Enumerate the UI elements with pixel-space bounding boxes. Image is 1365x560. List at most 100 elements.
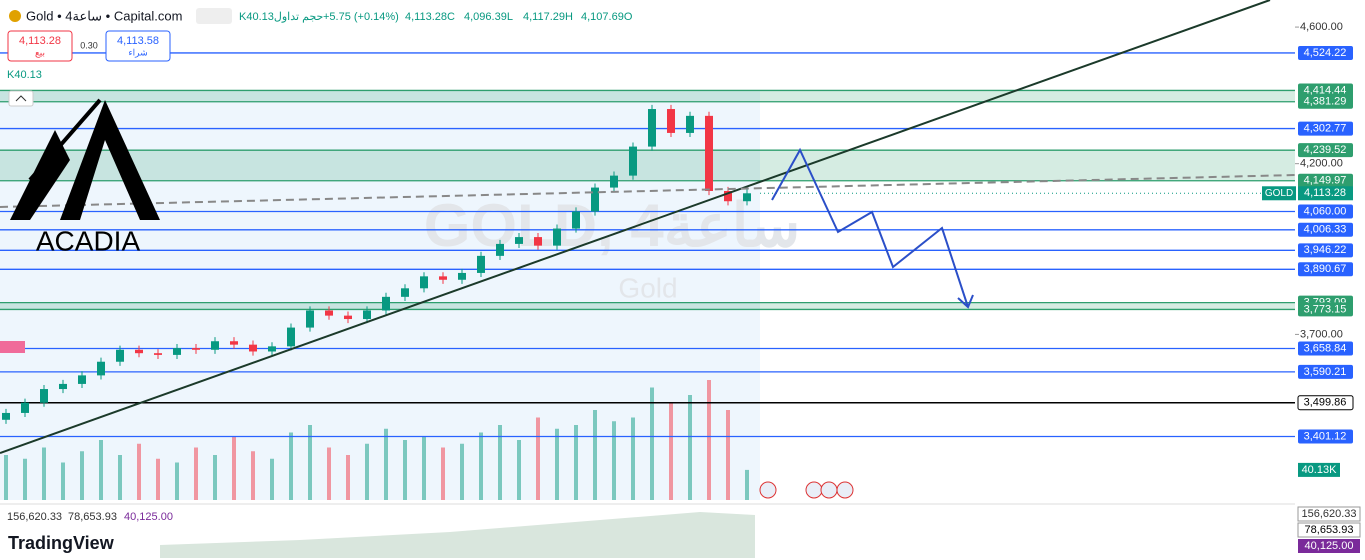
event-icon [805,481,823,499]
volume-bar [650,387,654,500]
candle-body [268,346,276,352]
level-box [1298,243,1353,258]
toggle[interactable] [196,8,232,24]
candle-body [363,310,371,320]
indicator-value: 156,620.33 [7,511,62,523]
candle-body [610,175,618,188]
candle-body [686,115,694,133]
zone [0,302,1295,310]
volume-bar [726,410,730,500]
indicator-area [160,512,755,558]
high: 4,117.29H [523,11,573,23]
level-box [1298,302,1353,317]
level-label: 4,414.44 [1304,84,1347,96]
indicator-value: 40,125.00 [124,511,173,523]
event-icon [836,481,854,499]
volume-bar [498,425,502,500]
symbol: Gold • 4ساعة • Capital.com [26,8,182,23]
volume-bar [574,425,578,500]
arrow-head [957,294,974,309]
volume-bar [460,443,464,500]
y-tick-label: 4,200.00 [1300,158,1343,170]
candle-body [420,276,428,289]
current-name-box [1262,186,1296,201]
symbol-icon [9,10,21,22]
level-box [1298,429,1353,444]
level-label: 3,658.84 [1304,342,1347,354]
volume-bar [517,440,521,500]
volume-bar [441,447,445,500]
brand-logo: TradingView [8,533,115,553]
indicator-label: 78,653.93 [1305,524,1354,536]
indicator-box [1298,539,1360,553]
level-box [1298,262,1353,277]
candle-body [192,348,200,350]
volume-short: K40.13 [7,69,42,81]
candle-body [2,412,10,420]
change: +5.75 (+0.14%) [323,11,399,23]
candle-body [515,237,523,244]
candle-body [135,349,143,354]
buy-price: 4,113.58 [117,35,159,47]
candle-body [724,190,732,202]
level-label: 3,890.67 [1304,263,1347,275]
marker [0,341,25,353]
volume-bar [213,455,217,500]
volume-bar [175,462,179,500]
level-label: 3,773.15 [1304,303,1347,315]
volume-bar [232,436,236,500]
current-name: GOLD [1265,188,1293,199]
level-label: 4,524.22 [1304,47,1347,59]
level-label: 4,006.33 [1304,224,1347,236]
candle-body [743,193,751,202]
level-label: 4,381.29 [1304,96,1347,108]
candle-body [572,211,580,229]
sell-price: 4,113.28 [19,35,61,47]
sell-button[interactable] [7,30,73,62]
dashed-line [0,174,1296,208]
candle-body [496,243,504,256]
level-box [1298,94,1353,109]
level-box [1298,45,1353,60]
level-box [1298,204,1353,219]
candle-body [40,389,48,403]
candle-body [325,310,333,316]
volume-bar [289,432,293,500]
volume-bar [346,455,350,500]
collapse-button[interactable] [8,90,34,107]
volume-bar [631,417,635,500]
volume-bar [308,425,312,500]
level-label: 4,239.52 [1304,144,1347,156]
trend-line [0,0,1271,454]
volume-bar [80,451,84,500]
indicator-label: 40,125.00 [1305,540,1354,552]
indicator-value: 78,653.93 [68,511,117,523]
indicator-box [1297,522,1361,538]
candle-body [78,375,86,384]
logo-shape [60,100,160,220]
volume-bar [422,436,426,500]
zone [0,90,1295,102]
volume-bar [118,455,122,500]
chevron [15,95,27,102]
y-tick-label: 3,700.00 [1300,328,1343,340]
projection-arrow [771,147,969,308]
level-label: 3,946.22 [1304,244,1347,256]
candle-body [97,361,105,376]
volume-bar [61,462,65,500]
event-icon [759,481,777,499]
volume-bar [99,440,103,500]
candle-body [21,402,29,413]
volume-bar [4,455,8,500]
candle-body [306,310,314,328]
indicator-label: 156,620.33 [1301,508,1356,520]
level-label: 4,060.00 [1304,205,1347,217]
candle-body [230,341,238,345]
candle-body [382,296,390,311]
level-box [1298,364,1353,379]
buy-button[interactable] [105,30,171,62]
candle-body [249,344,257,352]
level-box [1298,341,1353,356]
candle-body [211,341,219,350]
